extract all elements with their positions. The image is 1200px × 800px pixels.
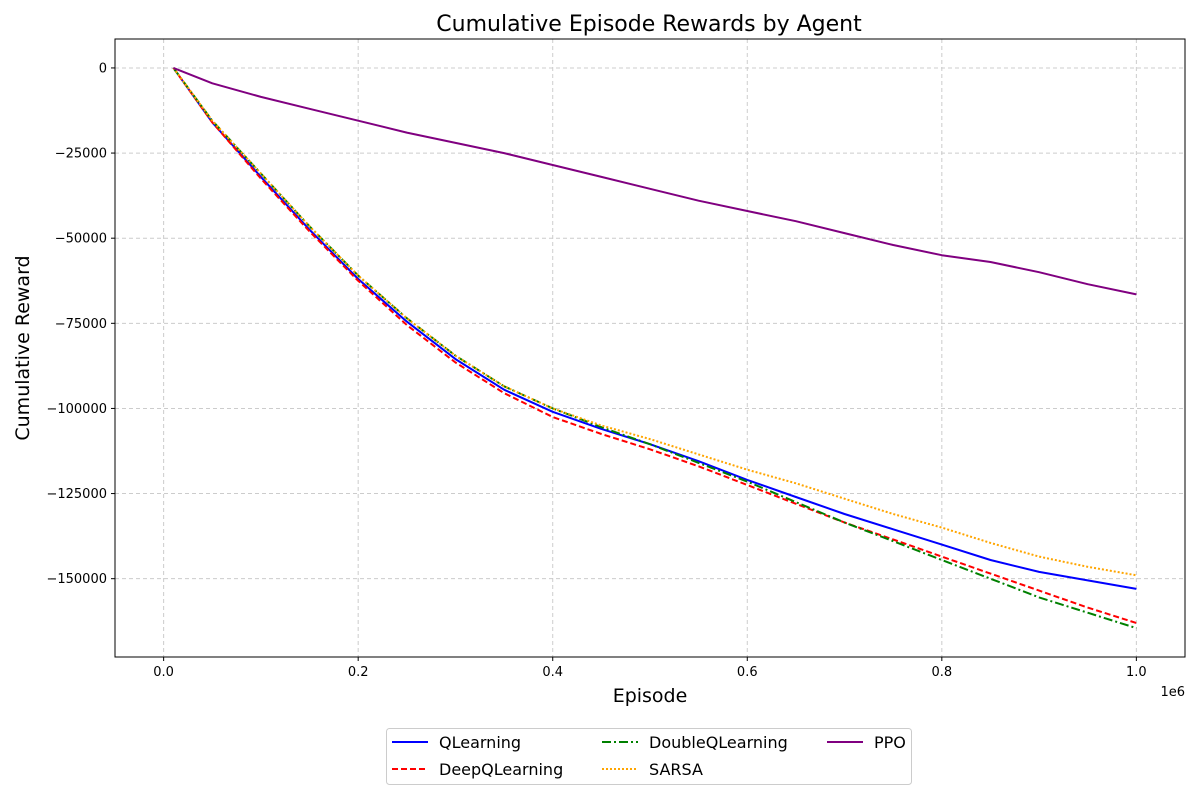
series-line-deepqlearning (172, 67, 1137, 624)
series-group (172, 66, 1137, 630)
y-tick-label: −75000 (55, 317, 107, 332)
legend-box (386, 728, 912, 785)
x-tick-label: 0.2 (348, 665, 369, 680)
y-tick-label: −100000 (46, 402, 107, 417)
y-tick-label: 0 (99, 61, 107, 76)
legend-label-sarsa: SARSA (649, 760, 703, 779)
y-tick-label: −25000 (55, 147, 107, 162)
legend-label-deepqlearning: DeepQLearning (439, 760, 563, 779)
x-axis-offset-label: 1e6 (1160, 685, 1185, 700)
x-axis-label: Episode (613, 685, 688, 707)
x-tick-label: 0.8 (931, 665, 952, 680)
legend-label-doubleqlearning: DoubleQLearning (649, 733, 788, 752)
y-tick-label: −50000 (55, 232, 107, 247)
series-line-doubleqlearning (172, 67, 1137, 630)
y-tick-label: −150000 (46, 572, 107, 587)
legend-label-ppo: PPO (874, 733, 906, 752)
y-tick-label: −125000 (46, 487, 107, 502)
x-tick-label: 0.0 (153, 665, 174, 680)
series-line-ppo (173, 66, 1137, 296)
x-tick-label: 1.0 (1126, 665, 1147, 680)
chart-title: Cumulative Episode Rewards by Agent (436, 12, 862, 37)
x-tick-label: 0.6 (737, 665, 758, 680)
x-tick-label: 0.4 (542, 665, 563, 680)
axis-ticks: 0.0 0.2 0.4 0.6 0.8 1.0 0 −25000 −50000 −75000 −10… (46, 61, 1146, 680)
legend: QLearning DeepQLearning DoubleQLearning SAR… (386, 728, 912, 785)
plot-area-frame (114, 38, 1186, 658)
series-line-sarsa (172, 67, 1137, 577)
y-axis-label: Cumulative Reward (12, 255, 34, 440)
grid (115, 39, 1185, 657)
legend-label-qlearning: QLearning (439, 733, 521, 752)
